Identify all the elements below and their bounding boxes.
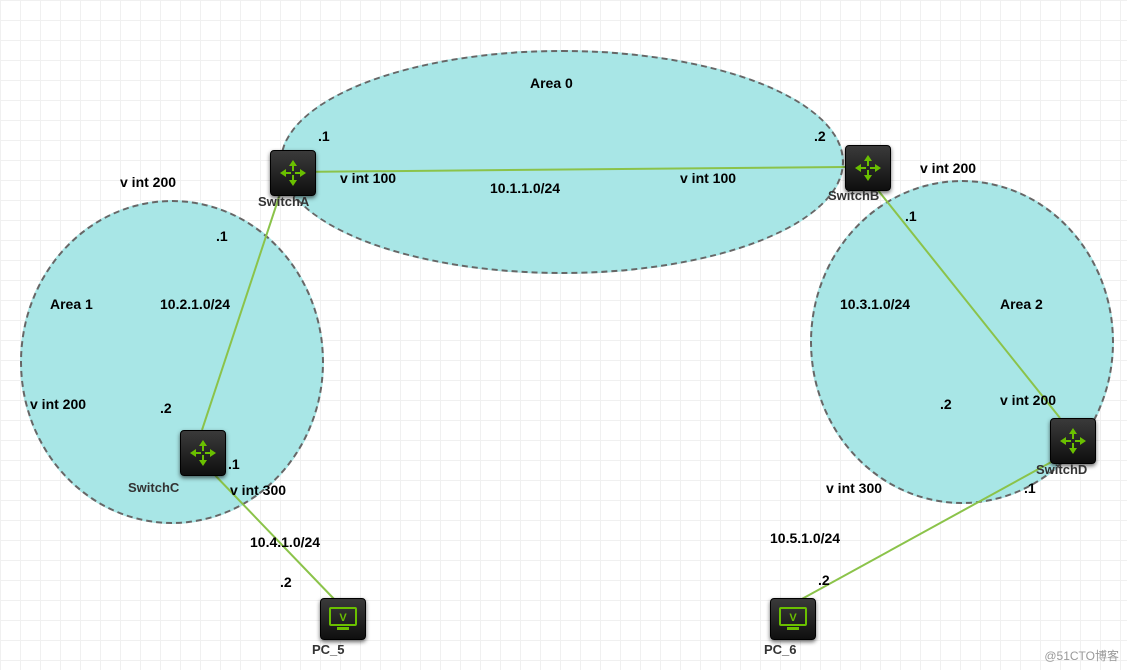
vintA-A-B: v int 100 — [340, 170, 396, 186]
endA-D-P6: .1 — [1024, 480, 1036, 496]
endB-D-P6: .2 — [818, 572, 830, 588]
vintA-B-D: v int 200 — [920, 160, 976, 176]
endA-C-P5: .1 — [228, 456, 240, 472]
area1-shape — [20, 200, 324, 524]
endB-A-C: .2 — [160, 400, 172, 416]
vintB-A-C: v int 200 — [30, 396, 86, 412]
switchD-label: SwitchD — [1036, 462, 1087, 477]
vintA-A-C: v int 200 — [120, 174, 176, 190]
switchC-node[interactable] — [180, 430, 226, 476]
endB-C-P5: .2 — [280, 574, 292, 590]
switchA-node[interactable] — [270, 150, 316, 196]
subnet-C-P5: 10.4.1.0/24 — [250, 534, 320, 550]
subnet-A-B: 10.1.1.0/24 — [490, 180, 560, 196]
vintB-B-D: v int 200 — [1000, 392, 1056, 408]
switch-icon — [853, 153, 883, 183]
pc6-label: PC_6 — [764, 642, 797, 657]
pc6-node[interactable]: V — [770, 598, 816, 640]
subnet-A-C: 10.2.1.0/24 — [160, 296, 230, 312]
switchC-label: SwitchC — [128, 480, 179, 495]
watermark: @51CTO博客 — [1044, 647, 1119, 664]
switchB-node[interactable] — [845, 145, 891, 191]
area1-title: Area 1 — [50, 296, 93, 312]
pc5-label: PC_5 — [312, 642, 345, 657]
pc5-node[interactable]: V — [320, 598, 366, 640]
vintA-D-P6: v int 300 — [826, 480, 882, 496]
endB-B-D: .2 — [940, 396, 952, 412]
endA-B-D: .1 — [905, 208, 917, 224]
subnet-D-P6: 10.5.1.0/24 — [770, 530, 840, 546]
area2-title: Area 2 — [1000, 296, 1043, 312]
switchA-label: SwitchA — [258, 194, 309, 209]
pc-icon: V — [777, 605, 809, 633]
area0-title: Area 0 — [530, 75, 573, 91]
endA-A-C: .1 — [216, 228, 228, 244]
switch-icon — [188, 438, 218, 468]
subnet-B-D: 10.3.1.0/24 — [840, 296, 910, 312]
vintA-C-P5: v int 300 — [230, 482, 286, 498]
switch-icon — [278, 158, 308, 188]
switchD-node[interactable] — [1050, 418, 1096, 464]
pc-icon: V — [327, 605, 359, 633]
endA-A-B: .1 — [318, 128, 330, 144]
svg-text:V: V — [339, 612, 347, 624]
svg-text:V: V — [789, 612, 797, 624]
endB-A-B: .2 — [814, 128, 826, 144]
switch-icon — [1058, 426, 1088, 456]
switchB-label: SwitchB — [828, 188, 879, 203]
vintB-A-B: v int 100 — [680, 170, 736, 186]
